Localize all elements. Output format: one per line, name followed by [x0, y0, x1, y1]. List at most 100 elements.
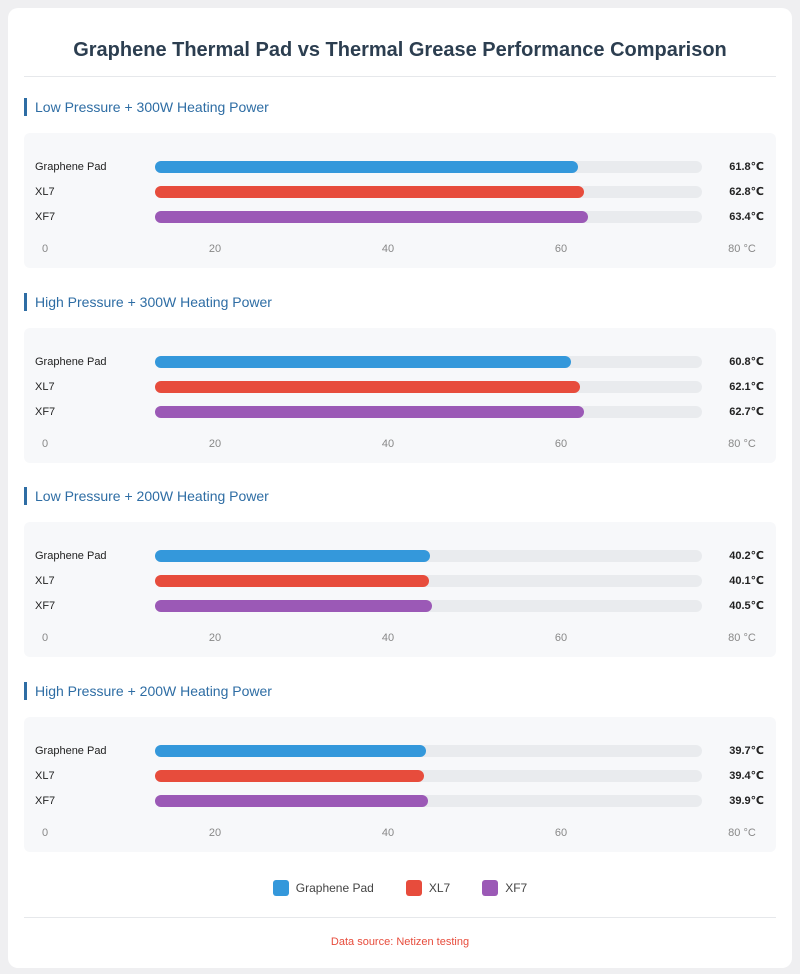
- legend-label: Graphene Pad: [295, 881, 374, 895]
- bar-label: XF7: [35, 600, 56, 612]
- tick-label: 0: [41, 826, 49, 839]
- data-label: 62.8℃: [729, 186, 764, 198]
- bar: [155, 211, 589, 223]
- data-label: 62.7℃: [729, 405, 764, 418]
- chart-card: Graphene Thermal Pad vs Thermal Grease P…: [8, 8, 792, 968]
- group-panel: Graphene Pad 60.8℃ XL7 62.1℃ XF7 62.7℃ 0 20 40 60…: [24, 327, 776, 463]
- data-label: 62.1℃: [729, 380, 764, 393]
- bar-track: [155, 405, 702, 418]
- bar: [155, 575, 430, 587]
- bar-label: Graphene Pad: [35, 355, 107, 368]
- chart-title: Graphene Thermal Pad vs Thermal Grease P…: [73, 39, 727, 61]
- bar-track: [155, 769, 702, 782]
- data-label: 40.5℃: [729, 600, 764, 612]
- tick-label: 60: [554, 826, 568, 839]
- bar-row: XF7 39.9℃: [24, 794, 776, 808]
- x-axis: 0 20 40 60 80 °C: [24, 632, 776, 646]
- bar-label: Graphene Pad: [35, 744, 107, 757]
- data-label: 60.8℃: [729, 355, 764, 368]
- bar-track: [155, 186, 702, 198]
- bar-row: Graphene Pad 40.2℃: [24, 549, 776, 563]
- x-axis: 0 20 40 60 80 °C: [24, 438, 776, 452]
- data-label: 39.4℃: [729, 769, 764, 782]
- tick-label: 60: [554, 632, 568, 644]
- tick-label: 80 °C: [728, 437, 756, 450]
- bar-row: XL7 62.1℃: [24, 380, 776, 394]
- bar-label: Graphene Pad: [35, 161, 107, 173]
- bar-track: [155, 550, 702, 562]
- bar: [155, 600, 432, 612]
- tick-label: 80 °C: [728, 632, 756, 644]
- tick-label: 20: [208, 437, 222, 450]
- bar-label: XL7: [35, 769, 55, 782]
- bar-row: Graphene Pad 39.7℃: [24, 744, 776, 758]
- tick-label: 0: [41, 243, 49, 255]
- data-label: 63.4℃: [729, 211, 764, 223]
- tick-label: 0: [41, 437, 49, 450]
- bar-row: Graphene Pad 60.8℃: [24, 355, 776, 369]
- legend-swatch: [272, 880, 289, 896]
- bar: [155, 794, 428, 807]
- chart-group: High Pressure + 200W Heating Power Graphe…: [24, 681, 776, 862]
- bar-track: [155, 161, 702, 173]
- bar: [155, 355, 571, 368]
- bar-row: XF7 40.5℃: [24, 599, 776, 613]
- legend-item: Graphene Pad: [272, 880, 374, 896]
- bar-label: XL7: [35, 575, 55, 587]
- x-axis: 0 20 40 60 80 °C: [24, 243, 776, 257]
- bar: [155, 550, 430, 562]
- chart-group: High Pressure + 300W Heating Power Graphe…: [24, 292, 776, 473]
- bar-track: [155, 600, 702, 612]
- tick-label: 40: [381, 826, 395, 839]
- bar: [155, 769, 425, 782]
- bar: [155, 405, 584, 418]
- legend-item: XL7: [405, 880, 451, 896]
- bar-row: XL7 62.8℃: [24, 185, 776, 199]
- tick-label: 60: [554, 437, 568, 450]
- bar-row: XF7 63.4℃: [24, 210, 776, 224]
- group-title: Low Pressure + 200W Heating Power: [24, 487, 269, 505]
- bar-track: [155, 211, 702, 223]
- bar-row: XL7 40.1℃: [24, 574, 776, 588]
- group-title: High Pressure + 200W Heating Power: [24, 681, 272, 700]
- tick-label: 40: [381, 437, 395, 450]
- footer-divider: [24, 917, 776, 918]
- bar-track: [155, 575, 702, 587]
- data-source: Data source: Netizen testing: [330, 936, 470, 948]
- tick-label: 80 °C: [728, 826, 756, 839]
- bar-row: XL7 39.4℃: [24, 769, 776, 783]
- group-title: Low Pressure + 300W Heating Power: [24, 98, 269, 116]
- legend-label: XL7: [428, 881, 451, 895]
- title-divider: [24, 76, 776, 77]
- bar-label: XF7: [35, 405, 56, 418]
- bar-label: Graphene Pad: [35, 550, 107, 562]
- tick-label: 20: [208, 243, 222, 255]
- legend-label: XF7: [505, 881, 528, 895]
- group-panel: Graphene Pad 39.7℃ XL7 39.4℃ XF7 39.9℃ 0 20 40 60…: [24, 716, 776, 852]
- group-panel: Graphene Pad 40.2℃ XL7 40.1℃ XF7 40.5℃ 0 20 40 60…: [24, 522, 776, 657]
- bar: [155, 186, 585, 198]
- tick-label: 80 °C: [728, 243, 756, 255]
- tick-label: 60: [554, 243, 568, 255]
- bar: [155, 380, 580, 393]
- bar-row: XF7 62.7℃: [24, 405, 776, 419]
- bar-label: XF7: [35, 211, 56, 223]
- bar-label: XF7: [35, 794, 56, 807]
- tick-label: 40: [381, 632, 395, 644]
- chart-group: Low Pressure + 300W Heating Power Graphen…: [24, 98, 776, 278]
- tick-label: 20: [208, 826, 222, 839]
- bar-row: Graphene Pad 61.8℃: [24, 160, 776, 174]
- bar-label: XL7: [35, 380, 55, 393]
- data-label: 40.1℃: [729, 575, 764, 587]
- data-label: 39.9℃: [729, 794, 764, 807]
- group-title: High Pressure + 300W Heating Power: [24, 292, 272, 311]
- bar: [155, 744, 427, 757]
- x-axis: 0 20 40 60 80 °C: [24, 827, 776, 841]
- bar-label: XL7: [35, 186, 55, 198]
- legend: Graphene Pad XL7 XF7: [8, 880, 792, 896]
- data-label: 39.7℃: [729, 744, 764, 757]
- bar-track: [155, 380, 702, 393]
- legend-swatch: [482, 880, 499, 896]
- data-label: 40.2℃: [729, 550, 764, 562]
- group-panel: Graphene Pad 61.8℃ XL7 62.8℃ XF7 63.4℃ 0 20 40 60…: [24, 133, 776, 268]
